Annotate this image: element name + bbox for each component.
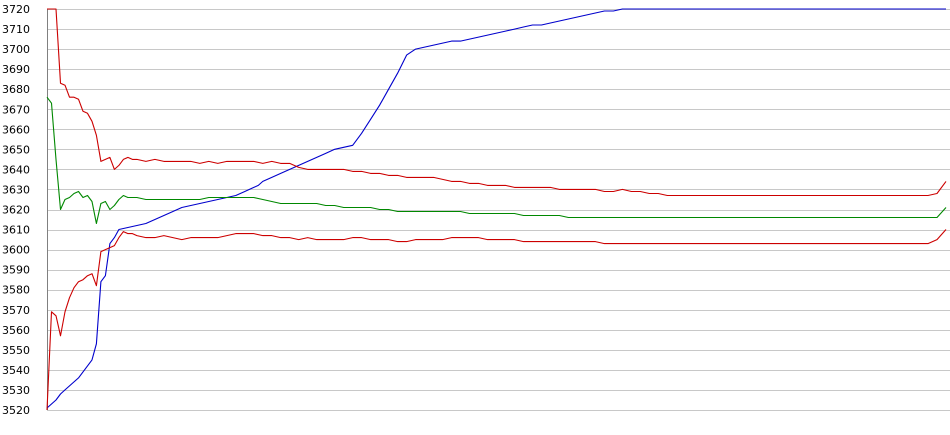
y-tick-label: 3700: [2, 43, 30, 56]
y-tick-label: 3520: [2, 404, 30, 417]
y-tick-label: 3540: [2, 364, 30, 377]
y-tick-label: 3690: [2, 63, 30, 76]
y-tick-label: 3650: [2, 143, 30, 156]
series-line-1: [46, 8, 946, 409]
series-line-3: [46, 96, 947, 225]
y-tick-label: 3660: [2, 123, 30, 136]
y-tick-label: 3630: [2, 183, 30, 196]
series-line-2: [47, 8, 947, 197]
y-tick-label: 3620: [2, 204, 30, 217]
y-tick-label: 3580: [2, 284, 30, 297]
y-tick-label: 3680: [2, 83, 30, 96]
series-line-4: [46, 229, 947, 411]
y-tick-label: 3590: [2, 264, 30, 277]
y-tick-label: 3600: [2, 244, 30, 257]
y-tick-label: 3560: [2, 324, 30, 337]
grid-lines: [47, 9, 950, 411]
y-tick-label: 3720: [2, 3, 30, 16]
y-tick-label: 3530: [2, 384, 30, 397]
series-lines: [46, 8, 947, 411]
y-tick-label: 3710: [2, 23, 30, 36]
y-tick-label: 3570: [2, 304, 30, 317]
y-tick-label: 3670: [2, 103, 30, 116]
y-axis-tick-labels: 3520 3530 3540 3550 3560 3570 3580 3590 3600 3610…: [2, 3, 30, 417]
y-tick-label: 3640: [2, 163, 30, 176]
y-tick-label: 3610: [2, 224, 30, 237]
y-tick-label: 3550: [2, 344, 30, 357]
